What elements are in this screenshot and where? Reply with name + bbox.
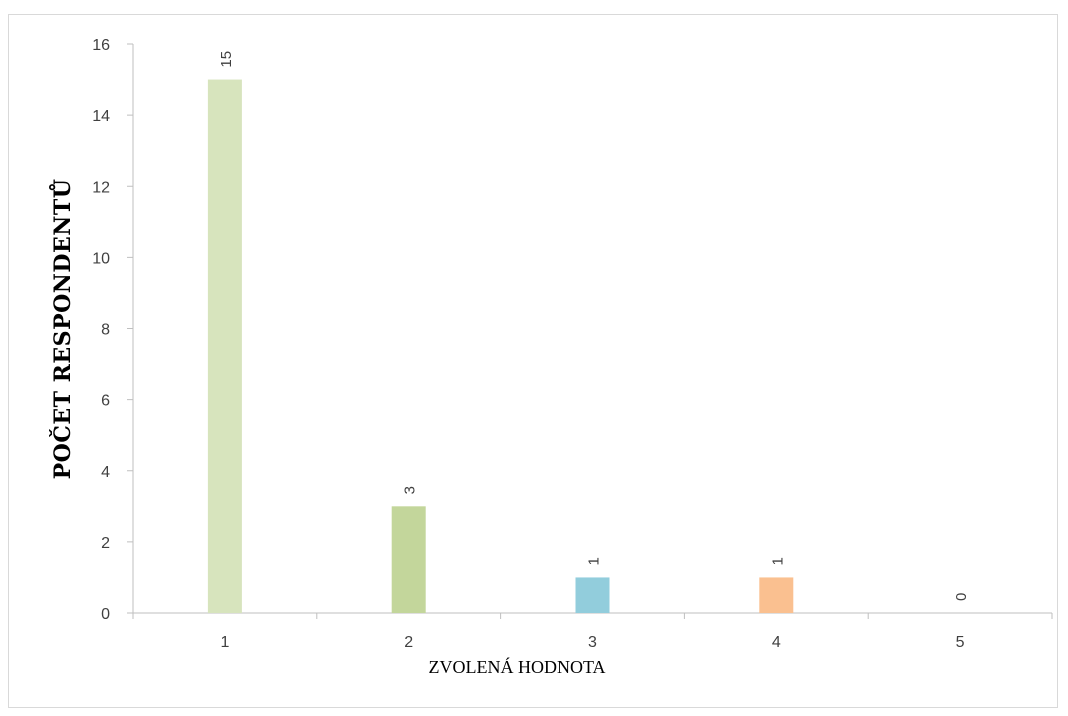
x-tick-label: 1: [220, 634, 229, 651]
x-tick-label: 3: [588, 634, 597, 651]
bars: [207, 79, 794, 613]
data-label: 0: [953, 593, 970, 601]
y-tick-label: 14: [92, 108, 110, 125]
x-axis-title: ZVOLENÁ HODNOTA: [428, 656, 605, 677]
bar: [391, 506, 426, 613]
x-tick-label: 4: [772, 634, 781, 651]
y-tick-label: 0: [101, 606, 110, 623]
data-label: 3: [402, 486, 419, 494]
y-tick-label: 2: [101, 535, 110, 552]
data-label: 1: [769, 557, 786, 565]
y-axis-title: POČET RESPONDENTŮ: [49, 179, 76, 480]
y-tick-label: 6: [101, 393, 110, 410]
y-tick-label: 8: [101, 322, 110, 339]
x-axis: 1 2 3 4 5: [132, 612, 1053, 651]
data-label: 1: [586, 557, 603, 565]
bar: [759, 577, 794, 613]
y-tick-label: 4: [101, 464, 110, 481]
chart-frame: [8, 14, 1058, 708]
y-tick-label: 16: [92, 37, 110, 54]
y-tick-label: 10: [92, 250, 110, 267]
data-label: 15: [218, 51, 235, 68]
x-tick-label: 2: [404, 634, 413, 651]
y-tick-label: 12: [92, 179, 110, 196]
data-labels: 15 3 1 1 0: [218, 51, 970, 601]
x-tick-label: 5: [956, 634, 965, 651]
bar: [575, 577, 610, 613]
y-axis: 0 2 4 6 8 10 12 14 16: [92, 37, 134, 623]
bar: [207, 79, 242, 613]
